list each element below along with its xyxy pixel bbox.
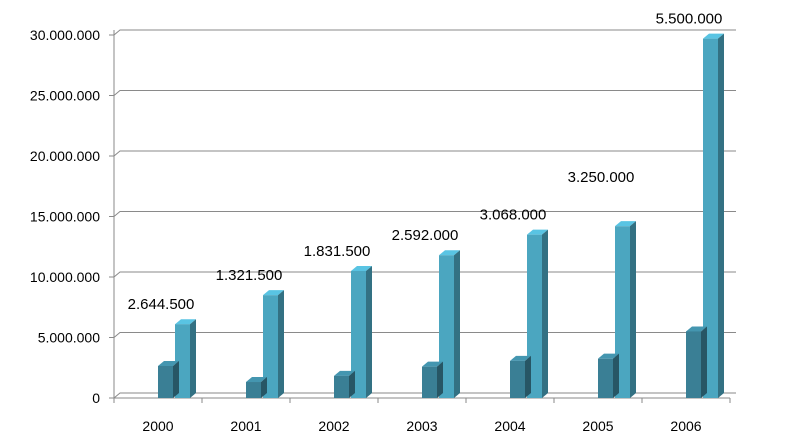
x-tick-label: 2002 bbox=[318, 418, 349, 434]
gridlines bbox=[113, 29, 736, 338]
x-tick-label: 2003 bbox=[406, 418, 437, 434]
bar-series-1 bbox=[510, 355, 531, 398]
gridline bbox=[113, 29, 736, 36]
data-label: 2.644.500 bbox=[128, 296, 195, 313]
bar-series-1 bbox=[598, 353, 619, 398]
y-tick-label: 25.000.000 bbox=[30, 88, 100, 104]
y-tick-label: 20.000.000 bbox=[30, 148, 100, 164]
labels: 0 5.000.000 10.000.000 15.000.000 20.000.000… bbox=[30, 11, 722, 434]
bar-series-1 bbox=[158, 361, 179, 398]
data-label: 5.500.000 bbox=[656, 11, 723, 28]
y-tick-label: 10.000.000 bbox=[30, 269, 100, 285]
bars bbox=[158, 33, 724, 398]
gridline bbox=[113, 150, 736, 157]
bar-series-1 bbox=[334, 370, 355, 398]
data-label: 2.592.000 bbox=[392, 227, 459, 244]
gridline bbox=[113, 90, 736, 96]
y-tick-label: 15.000.000 bbox=[30, 209, 100, 225]
data-label: 1.831.500 bbox=[304, 243, 371, 260]
bar-series-1 bbox=[686, 326, 707, 398]
data-label: 1.321.500 bbox=[216, 267, 283, 284]
data-label: 3.068.000 bbox=[480, 207, 547, 224]
data-label: 3.250.000 bbox=[568, 169, 635, 186]
gridline bbox=[113, 271, 736, 278]
gridline bbox=[113, 211, 736, 217]
x-tick-label: 2004 bbox=[494, 418, 525, 434]
y-tick-label: 30.000.000 bbox=[30, 27, 100, 43]
axes bbox=[109, 30, 736, 403]
y-tick-label: 5.000.000 bbox=[38, 330, 100, 346]
x-tick-label: 2005 bbox=[582, 418, 613, 434]
bar-series-1 bbox=[422, 361, 443, 398]
x-tick-label: 2000 bbox=[142, 418, 173, 434]
bar-series-2 bbox=[263, 290, 284, 398]
bar-series-2 bbox=[351, 265, 372, 398]
x-tick-label: 2001 bbox=[230, 418, 261, 434]
y-tick-label: 0 bbox=[92, 390, 100, 406]
bar-series-1 bbox=[246, 377, 267, 398]
bar-series-2 bbox=[703, 33, 724, 398]
x-tick-label: 2006 bbox=[670, 418, 701, 434]
gridline bbox=[113, 332, 736, 338]
